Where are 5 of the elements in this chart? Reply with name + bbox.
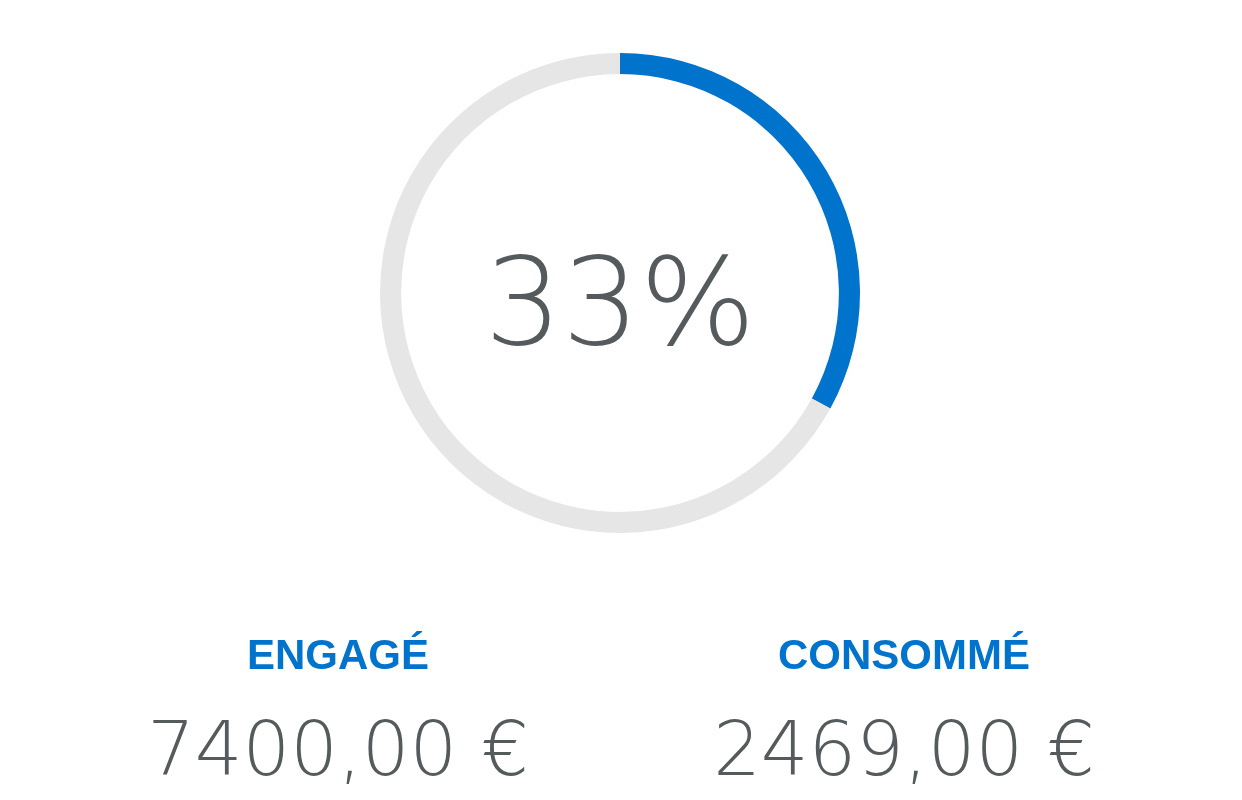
text: 33% [483, 231, 757, 373]
text: 7400,00 € [146, 705, 530, 793]
text: CONSOMMÉ [777, 631, 1031, 678]
text: 2469,00 € [712, 705, 1096, 793]
text: ENGAGÉ [246, 631, 430, 678]
